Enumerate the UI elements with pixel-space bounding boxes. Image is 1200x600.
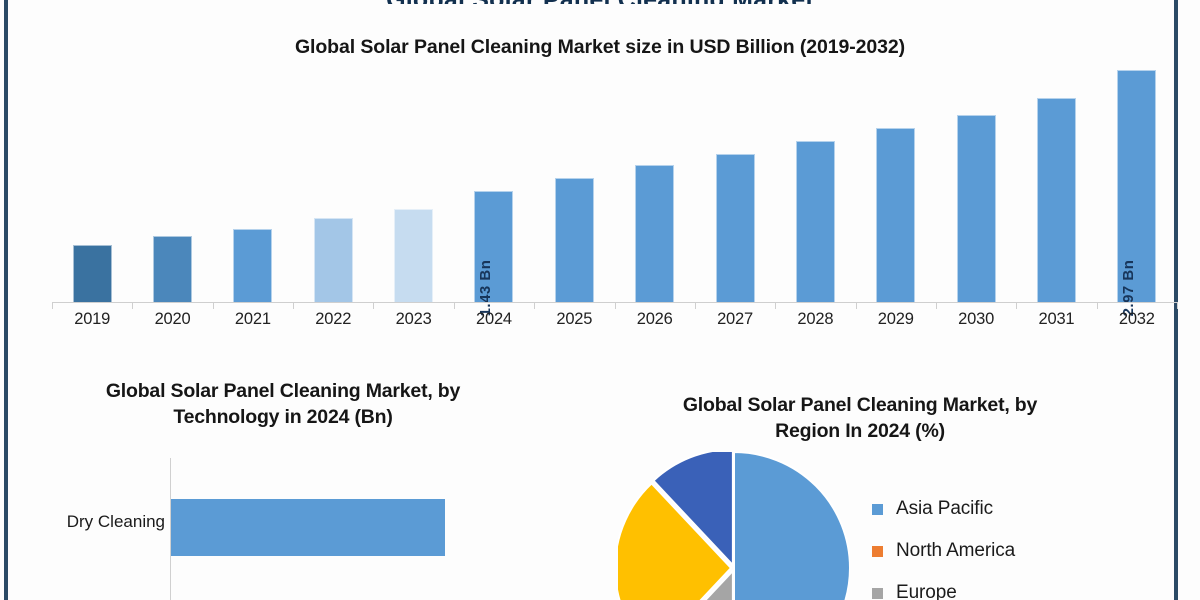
right-border xyxy=(1174,0,1178,600)
technology-chart-title: Global Solar Panel Cleaning Market, by T… xyxy=(18,378,548,431)
bar-rect-2027 xyxy=(715,154,755,303)
tick-2025 xyxy=(534,302,536,309)
tick-2022 xyxy=(293,302,295,309)
bar-chart-plot-area: 1.43 Bn 2.97 Bn xyxy=(52,60,1177,316)
bar-rect-2023 xyxy=(394,209,434,303)
year-label-2021: 2021 xyxy=(234,310,271,328)
bar-2019 xyxy=(72,60,112,303)
region-chart-title-line1: Global Solar Panel Cleaning Market, by xyxy=(682,394,1038,416)
tick-2031 xyxy=(1016,302,1018,309)
technology-category-label: Dry Cleaning xyxy=(66,512,165,531)
legend-label: Europe xyxy=(896,582,957,600)
bar-rect-2028 xyxy=(795,141,835,303)
tick-2023 xyxy=(373,302,375,309)
bar-chart-title: Global Solar Panel Cleaning Market size … xyxy=(294,36,905,58)
bar-rect-2024: 1.43 Bn xyxy=(474,191,514,316)
bar-2031 xyxy=(1036,60,1076,303)
technology-chart-title-line1: Global Solar Panel Cleaning Market, by xyxy=(105,380,461,402)
bar-2021 xyxy=(233,60,273,303)
bar-rect-2020 xyxy=(153,236,193,303)
tick-2020 xyxy=(132,302,134,309)
tick-2029 xyxy=(855,302,857,309)
bar-rect-2031 xyxy=(1036,98,1076,303)
year-label-2023: 2023 xyxy=(395,310,432,328)
bar-2020 xyxy=(153,60,193,303)
year-label-2026: 2026 xyxy=(636,310,673,328)
year-label-2027: 2027 xyxy=(717,310,753,328)
technology-bar-dry-cleaning xyxy=(171,499,445,556)
year-label-2020: 2020 xyxy=(154,310,191,328)
legend-item-north-america[interactable]: North America xyxy=(872,530,1172,572)
pie-svg xyxy=(614,448,851,600)
year-label-2031: 2031 xyxy=(1038,310,1075,328)
page-title: Global Solar Panel Cleaning Market xyxy=(0,0,1200,4)
year-label-2032: 2032 xyxy=(1118,310,1155,328)
left-border xyxy=(4,0,8,600)
pie-slice-1 xyxy=(704,568,734,600)
bar-rect-2030 xyxy=(956,115,996,303)
bar-rect-2029 xyxy=(876,128,916,303)
tick-2030 xyxy=(935,302,937,309)
year-label-2029: 2029 xyxy=(877,310,914,328)
legend-item-europe[interactable]: Europe xyxy=(872,572,1172,600)
tick-2019 xyxy=(52,302,53,309)
bar-2028 xyxy=(795,60,835,303)
bar-rect-2021 xyxy=(233,229,273,303)
year-label-2025: 2025 xyxy=(556,310,593,328)
bar-rect-2022 xyxy=(313,218,353,303)
year-label-2030: 2030 xyxy=(958,310,995,328)
technology-chart-title-line2: Technology in 2024 (Bn) xyxy=(173,406,393,429)
bar-value-label-2024: 1.43 Bn xyxy=(476,259,494,317)
bar-2029 xyxy=(876,60,916,303)
tick-end xyxy=(1177,302,1178,309)
bar-rect-2032: 2.97 Bn xyxy=(1117,70,1157,316)
region-chart-title: Global Solar Panel Cleaning Market, by R… xyxy=(600,392,1120,445)
bar-rect-2026 xyxy=(635,165,675,303)
year-label-2028: 2028 xyxy=(797,310,834,328)
tick-2027 xyxy=(694,302,696,309)
region-pie-legend: Asia Pacific North America Europe xyxy=(872,488,1172,600)
tick-2032 xyxy=(1096,302,1098,309)
bar-2025 xyxy=(554,60,594,303)
tick-2024 xyxy=(453,302,455,309)
bar-2026 xyxy=(635,60,675,303)
legend-swatch-icon xyxy=(872,587,883,599)
bar-2022 xyxy=(313,60,353,303)
bar-2024: 1.43 Bn xyxy=(474,60,514,316)
pie-slice-0 xyxy=(733,450,851,600)
bar-rect-2025 xyxy=(554,178,594,303)
region-chart-title-line2: Region In 2024 (%) xyxy=(775,420,945,443)
legend-label: North America xyxy=(896,540,1016,561)
tick-2021 xyxy=(212,302,214,309)
tick-2028 xyxy=(775,302,777,309)
year-label-2019: 2019 xyxy=(74,310,111,328)
legend-swatch-icon xyxy=(872,545,883,557)
year-label-2024: 2024 xyxy=(476,310,512,328)
legend-swatch-icon xyxy=(872,503,883,515)
year-label-2022: 2022 xyxy=(315,310,352,328)
legend-label: Asia Pacific xyxy=(896,498,994,519)
bar-2023 xyxy=(394,60,434,303)
technology-chart-axis xyxy=(170,458,171,600)
bar-2030 xyxy=(956,60,996,303)
bar-2027 xyxy=(715,60,755,303)
legend-item-asia-pacific[interactable]: Asia Pacific xyxy=(872,488,1172,530)
bar-rect-2019 xyxy=(72,245,112,303)
region-pie-chart xyxy=(614,448,851,600)
bar-2032: 2.97 Bn xyxy=(1117,60,1157,316)
tick-2026 xyxy=(614,302,616,309)
bar-value-label-2032: 2.97 Bn xyxy=(1119,259,1137,317)
